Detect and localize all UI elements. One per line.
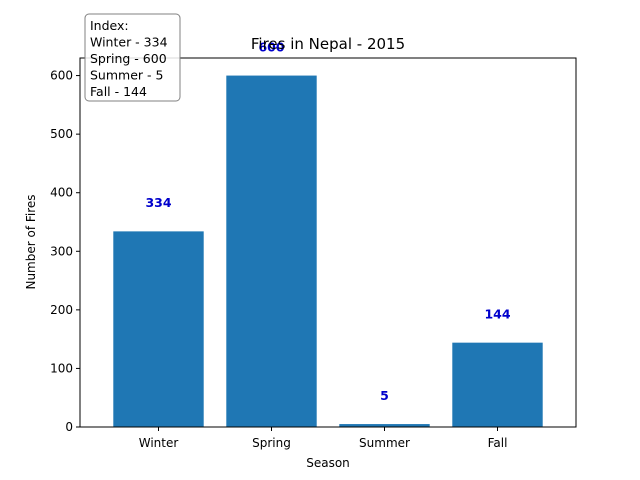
legend-line: Summer - 5: [90, 68, 163, 83]
chart-title: Fires in Nepal - 2015: [251, 35, 405, 53]
axes-layer: 0 100 200 300 400 500 600 Winter Spring Summer Fal…: [50, 57, 577, 450]
legend-line: Spring - 600: [90, 51, 167, 66]
x-tick-label-winter: Winter: [139, 436, 179, 450]
x-tick-label-summer: Summer: [359, 436, 410, 450]
x-axis-label: Season: [306, 456, 350, 470]
data-labels-layer: 334 600 5 144: [145, 39, 510, 403]
y-tick-label: 600: [50, 69, 73, 83]
y-tick-label: 200: [50, 303, 73, 317]
y-tick-label: 400: [50, 186, 73, 200]
bar-summer: [339, 424, 430, 427]
plot-frame: [79, 57, 577, 428]
bar-fall: [452, 342, 543, 427]
data-label-fall: 144: [484, 306, 510, 321]
y-tick-label: 0: [65, 420, 73, 434]
data-label-summer: 5: [380, 388, 389, 403]
x-tick-label-spring: Spring: [252, 436, 291, 450]
legend-line: Fall - 144: [90, 84, 147, 99]
legend-line: Winter - 334: [90, 35, 168, 50]
y-tick-label: 300: [50, 244, 73, 258]
bar-spring: [226, 75, 317, 428]
y-tick-label: 500: [50, 127, 73, 141]
y-axis-label: Number of Fires: [24, 194, 38, 289]
bar-winter: [113, 231, 204, 427]
legend-box: [84, 13, 181, 102]
bars-layer: [113, 75, 543, 428]
data-label-winter: 334: [145, 195, 171, 210]
x-tick-label-fall: Fall: [488, 436, 508, 450]
legend-line: Index:: [90, 18, 129, 33]
data-label-spring: 600: [258, 39, 284, 54]
y-tick-label: 100: [50, 361, 73, 375]
